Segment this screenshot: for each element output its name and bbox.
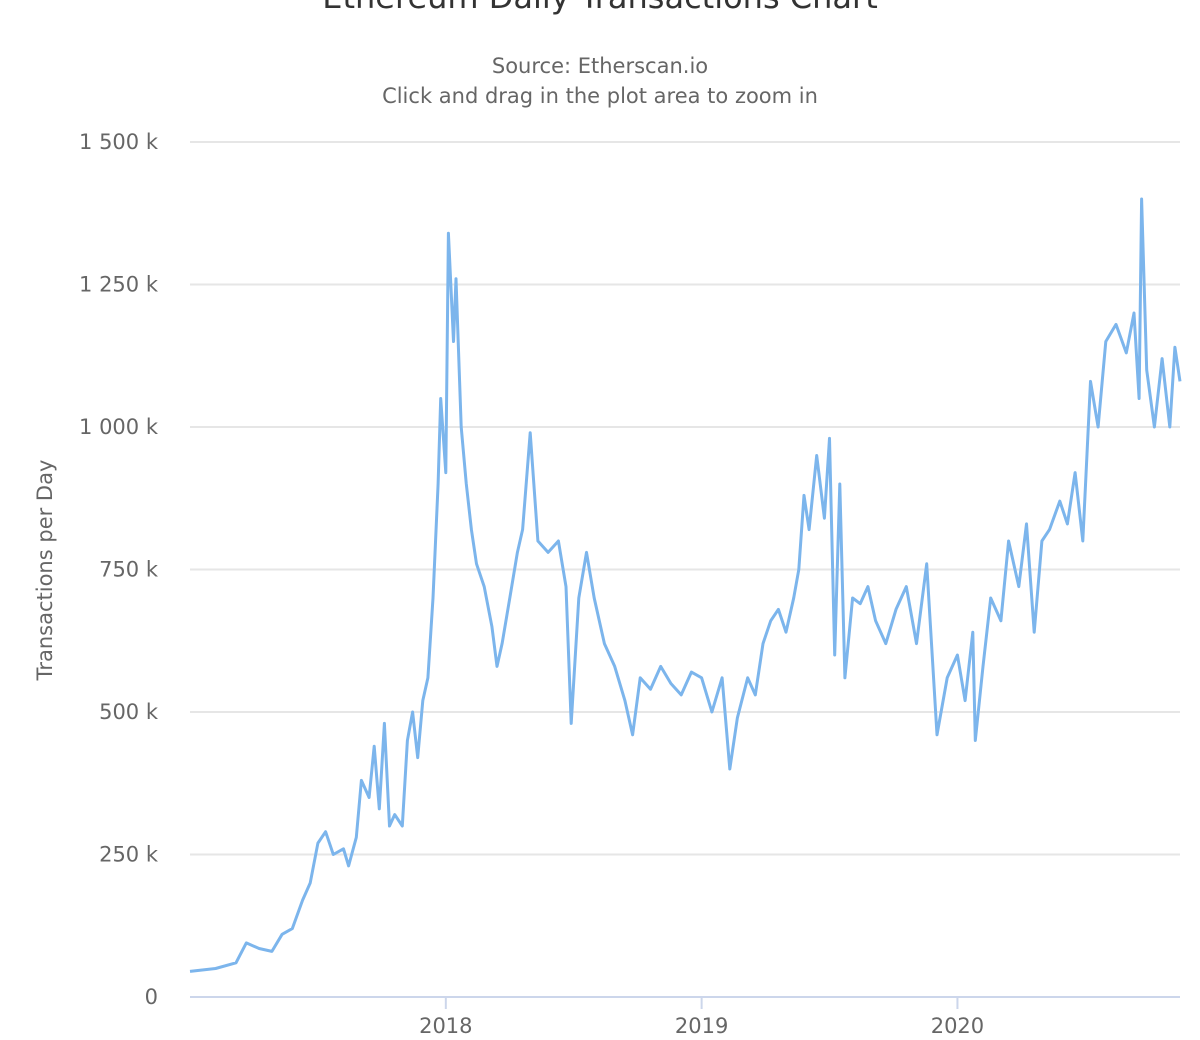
y-axis-title: Transactions per Day bbox=[33, 460, 57, 682]
y-tick-label: 500 k bbox=[99, 700, 159, 724]
y-tick-label: 1 500 k bbox=[79, 130, 159, 154]
x-tick-label: 2018 bbox=[419, 1014, 472, 1038]
chart-title: Ethereum Daily Transactions Chart bbox=[322, 0, 877, 16]
chart-subtitle: Source: Etherscan.io bbox=[492, 54, 708, 78]
y-tick-label: 250 k bbox=[99, 843, 159, 867]
x-tick-label: 2019 bbox=[675, 1014, 728, 1038]
y-tick-label: 1 250 k bbox=[79, 273, 159, 297]
chart-subtitle: Click and drag in the plot area to zoom … bbox=[382, 84, 818, 108]
y-tick-label: 0 bbox=[145, 985, 158, 1009]
data-line bbox=[189, 197, 1182, 973]
y-tick-label: 750 k bbox=[99, 558, 159, 582]
y-tick-label: 1 000 k bbox=[79, 415, 159, 439]
x-tick-label: 2020 bbox=[931, 1014, 984, 1038]
